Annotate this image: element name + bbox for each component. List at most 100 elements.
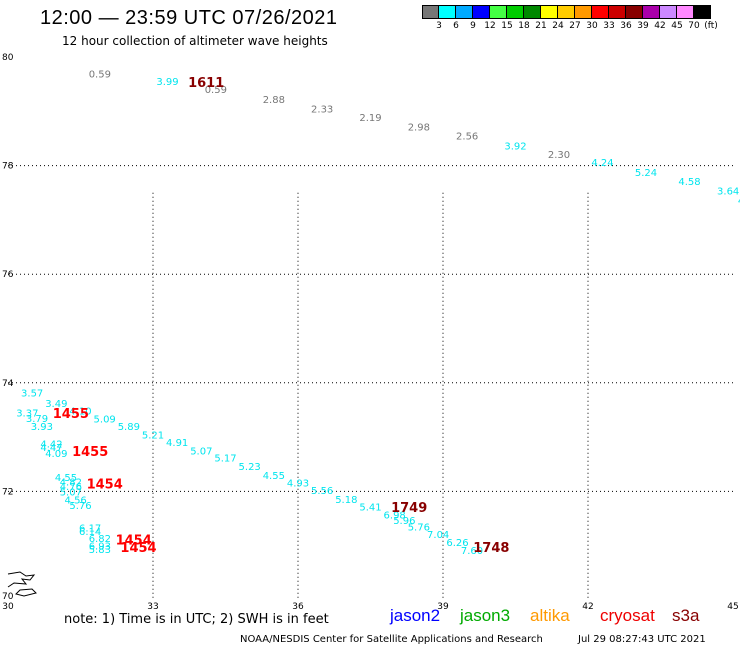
wave-height-value: 3.92 [504,141,526,152]
page-title: 12:00 — 23:59 UTC 07/26/2021 [40,7,338,29]
wave-height-value: 5.23 [239,462,261,473]
wave-height-value: 5.96 [393,516,415,527]
wave-height-value: 5.83 [89,545,111,556]
color-scale-label: 6 [453,21,459,31]
color-scale-label: 42 [654,21,666,31]
wave-height-value: 5.76 [69,501,91,512]
wave-height-value: 4. [738,196,740,207]
color-swatch [456,5,473,19]
wave-height-value: 5.56 [311,486,333,497]
color-scale-label: 21 [535,21,547,31]
pass-time-label: 1611 [188,76,224,91]
color-scale-label: 30 [586,21,598,31]
wave-height-value: 4.91 [166,438,188,449]
color-swatch [422,5,439,19]
lon-tick-label: 42 [582,602,593,612]
wave-height-value: 2.30 [548,150,570,161]
color-scale-label: 27 [569,21,581,31]
wave-height-value: 6.17 [79,524,101,535]
wave-height-value: 5.07 [190,446,212,457]
wave-height-value: 5.17 [214,454,236,465]
wave-height-value: 5.41 [359,502,381,513]
coastline-shape [7,571,36,588]
wave-height-value: 3.99 [156,77,178,88]
color-swatch [473,5,490,19]
color-swatch [643,5,660,19]
wave-height-value: 0.59 [89,70,111,81]
wave-height-value: 3.49 [45,399,67,410]
wave-height-value: 5.07 [60,488,82,499]
wave-height-value: 6.26 [446,538,468,549]
color-swatch [677,5,694,19]
coastline-shape [15,588,37,597]
color-scale-label: (ft) [704,21,718,31]
wave-height-value: 4.76 [60,482,82,493]
color-scale-label: 45 [671,21,683,31]
wave-height-value: 4.47 [40,443,62,454]
color-scale-label: 70 [688,21,700,31]
lon-tick-label: 39 [437,602,449,612]
color-swatch [626,5,643,19]
wave-height-value: 3.57 [21,388,43,399]
lat-tick-label: 74 [2,379,14,389]
lon-tick-label: 45 [727,602,738,612]
wave-height-value: 5.18 [335,495,357,506]
wave-height-value: 6.98 [384,511,406,522]
color-scale [422,5,711,19]
wave-height-value: 5.24 [635,168,657,179]
lat-tick-label: 78 [2,162,14,172]
timestamp-text: Jul 29 08:27:43 UTC 2021 [578,634,706,645]
wave-height-value: 4.82 [60,477,82,488]
wave-height-value: 6.82 [89,534,111,545]
color-scale-label: 33 [603,21,615,31]
wave-height-value: 5.89 [118,422,140,433]
color-swatch [524,5,541,19]
wave-height-value: 4.56 [65,495,87,506]
legend-jason2: jason2 [390,606,441,625]
wave-height-value: 4.09 [45,449,67,460]
wave-height-value: 4.55 [55,473,77,484]
wave-height-value: 3.64 [717,186,739,197]
wave-height-value: 4.10 [69,406,91,417]
wave-height-value: 4.24 [591,158,613,169]
lon-tick-label: 30 [2,602,14,612]
wave-height-value: 2.56 [456,132,478,143]
lat-tick-label: 80 [2,53,14,63]
pass-time-label: 1454 [120,541,156,556]
wave-height-value: 5.21 [142,431,164,442]
color-scale-label: 36 [620,21,632,31]
pass-time-label: 1748 [473,541,509,556]
color-scale-label: 24 [552,21,564,31]
wave-height-value: 0.59 [205,85,227,96]
color-scale-label: 9 [470,21,476,31]
color-scale-label: 3 [436,21,442,31]
color-swatch [694,5,711,19]
color-scale-label: 15 [501,21,513,31]
pass-time-label: 1455 [53,407,89,422]
color-swatch [609,5,626,19]
color-swatch [439,5,456,19]
wave-height-value: 2.98 [408,122,430,133]
color-scale-label: 39 [637,21,649,31]
wave-height-value: 3.79 [26,414,48,425]
lon-tick-label: 36 [292,602,304,612]
pass-time-label: 1454 [116,534,152,549]
color-swatch [592,5,609,19]
color-swatch [558,5,575,19]
wave-height-value: 7.60 [461,546,483,557]
color-scale-label: 18 [518,21,530,31]
wave-height-value: 4.55 [263,471,285,482]
wave-height-value: 2.88 [263,95,285,106]
legend-cryosat: cryosat [600,606,655,625]
wave-height-value: 3.37 [16,408,38,419]
color-swatch [541,5,558,19]
pass-time-label: 1749 [391,501,427,516]
wave-height-value: 4.42 [40,439,62,450]
lon-tick-label: 33 [147,602,158,612]
legend-altika: altika [530,606,570,625]
color-swatch [507,5,524,19]
pass-time-label: 1455 [72,445,108,460]
lat-tick-label: 70 [2,592,14,602]
note-text: note: 1) Time is in UTC; 2) SWH is in fe… [64,612,329,627]
wave-height-value: 6.14 [79,527,101,538]
